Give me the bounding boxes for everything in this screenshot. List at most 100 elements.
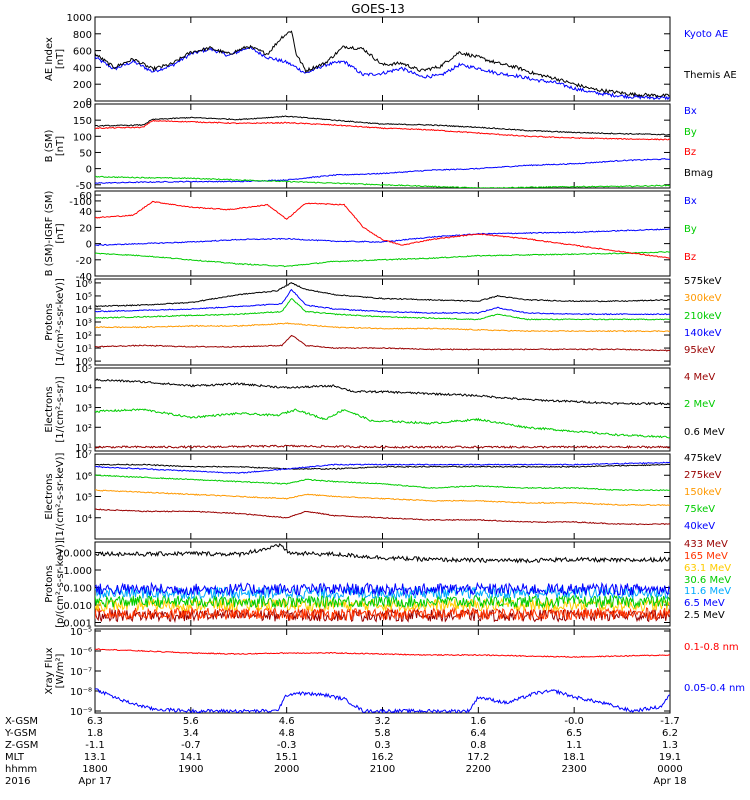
series-line-475kev	[95, 463, 670, 470]
panel-frame	[94, 103, 671, 189]
y-tick-label: 600	[73, 47, 92, 58]
legend-6-5-mev: 6.5 MeV	[684, 598, 725, 609]
y-tick-label: 10⁴	[75, 384, 92, 395]
panel-protons_high: 10.000 1.000 0.100 0.010 0.001 Protons [p/(cm²…	[44, 539, 731, 630]
y-tick-label: 0	[86, 165, 92, 176]
x-tick-label: 4.8	[279, 728, 295, 739]
x-tick-label: 3.4	[183, 728, 199, 739]
legend-kyoto-ae: Kyoto AE	[684, 29, 728, 40]
y-tick-label: 0	[86, 240, 92, 251]
x-tick-label: 16.2	[371, 752, 393, 763]
series-line-40kev	[95, 461, 670, 474]
series-line-300kev	[95, 322, 670, 333]
x-tick-label: 5.8	[375, 728, 391, 739]
legend-bx: Bx	[684, 106, 697, 117]
legend-575kev: 575keV	[684, 276, 722, 287]
x-row-label: Y-GSM	[4, 728, 37, 739]
series-line-0-1-0-8-nm	[95, 648, 670, 658]
y-tick-label: 10⁻⁵	[70, 627, 92, 638]
y-tick-label: -20	[76, 256, 92, 267]
x-tick-label: 6.2	[662, 728, 678, 739]
series-line-150kev	[95, 489, 670, 507]
x-tick-label: Apr 17	[78, 776, 111, 787]
legend-by: By	[684, 127, 697, 138]
legend-30-6-mev: 30.6 MeV	[684, 575, 731, 586]
legend-275kev: 275keV	[684, 470, 722, 481]
y-tick-label: 200	[73, 80, 92, 91]
y-tick-label: 400	[73, 63, 92, 74]
x-row-label: X-GSM	[5, 716, 38, 727]
x-tick-label: 1800	[82, 764, 107, 775]
legend-75kev: 75keV	[684, 504, 715, 515]
y-axis-label: [p/(cm²-s-sr-keV)]	[55, 540, 66, 628]
y-tick-label: 200	[73, 100, 92, 111]
legend-475kev: 475keV	[684, 453, 722, 464]
series-line-by	[95, 175, 670, 188]
series-line-bx	[95, 228, 670, 247]
x-tick-label: -1.7	[660, 716, 680, 727]
series-line-bz	[95, 119, 670, 141]
y-axis-label: [nT]	[55, 223, 66, 243]
x-tick-label: 2200	[466, 764, 491, 775]
x-tick-label: -1.1	[85, 740, 105, 751]
panel-frame	[94, 628, 671, 714]
y-tick-label: 10⁶	[75, 279, 92, 290]
y-tick-label: 10⁻⁶	[70, 647, 92, 658]
panel-frame	[94, 367, 671, 452]
series-line-kyoto-ae	[95, 46, 670, 101]
y-axis-label: [nT]	[55, 136, 66, 156]
y-tick-label: 60	[79, 191, 92, 202]
series-line-2-5-mev	[95, 543, 670, 564]
y-tick-label: 20	[79, 223, 92, 234]
y-tick-label: 10⁴	[75, 305, 92, 316]
x-tick-label: 15.1	[276, 752, 298, 763]
y-tick-label: 10²	[75, 423, 92, 434]
legend-433-mev: 433 MeV	[684, 539, 728, 550]
x-tick-label: 0.3	[375, 740, 391, 751]
y-tick-label: 10¹	[75, 344, 92, 355]
panel-b_sm: 200 150 100 50 0 -50 -100 B (SM) [nT] Bx By Bz Bmag	[44, 100, 713, 208]
y-tick-label: 10³	[75, 404, 92, 415]
y-tick-label: 0	[86, 97, 92, 108]
series-line-4-mev	[95, 444, 670, 450]
y-tick-label: 40	[79, 207, 92, 218]
y-tick-label: 0.001	[63, 619, 92, 630]
x-tick-label: -0.0	[564, 716, 584, 727]
x-tick-label: -0.7	[181, 740, 201, 751]
y-tick-label: 0.100	[63, 584, 92, 595]
x-tick-label: 18.1	[563, 752, 585, 763]
legend-0-05-0-4-nm: 0.05-0.4 nm	[684, 683, 745, 694]
legend-63-1-mev: 63.1 MeV	[684, 563, 731, 574]
series-line-by	[95, 251, 670, 268]
x-tick-label: 1.1	[566, 740, 582, 751]
y-tick-label: 10⁵	[75, 364, 92, 375]
y-axis-label: [nT]	[55, 49, 66, 69]
y-axis-label: [1/(cm²-s-sr-keV)]	[55, 278, 66, 366]
x-tick-label: 1.8	[87, 728, 103, 739]
series-line-themis-ae	[95, 30, 670, 98]
x-tick-label: 14.1	[180, 752, 202, 763]
x-tick-label: 1900	[178, 764, 203, 775]
y-tick-label: 0.010	[63, 601, 92, 612]
legend-bz: Bz	[684, 252, 696, 263]
x-tick-label: 1.3	[662, 740, 678, 751]
y-axis-label: [1/(cm²-s-sr)]	[55, 376, 66, 442]
series-line-95kev	[95, 334, 670, 352]
y-tick-label: 10²	[75, 331, 92, 342]
y-tick-label: 10⁶	[75, 471, 92, 482]
y-axis-label: B (SM)	[44, 129, 55, 162]
y-tick-label: 10.000	[57, 549, 92, 560]
x-tick-label: 2300	[561, 764, 586, 775]
y-tick-label: -100	[69, 197, 92, 208]
legend-0-6-mev: 0.6 MeV	[684, 427, 725, 438]
y-tick-label: 150	[73, 116, 92, 127]
y-tick-label: 10⁷	[75, 450, 92, 461]
x-tick-label: -0.3	[277, 740, 297, 751]
panel-frame	[94, 278, 671, 366]
legend-2-5-mev: 2.5 MeV	[684, 610, 725, 621]
y-axis-label: Protons	[44, 303, 55, 340]
